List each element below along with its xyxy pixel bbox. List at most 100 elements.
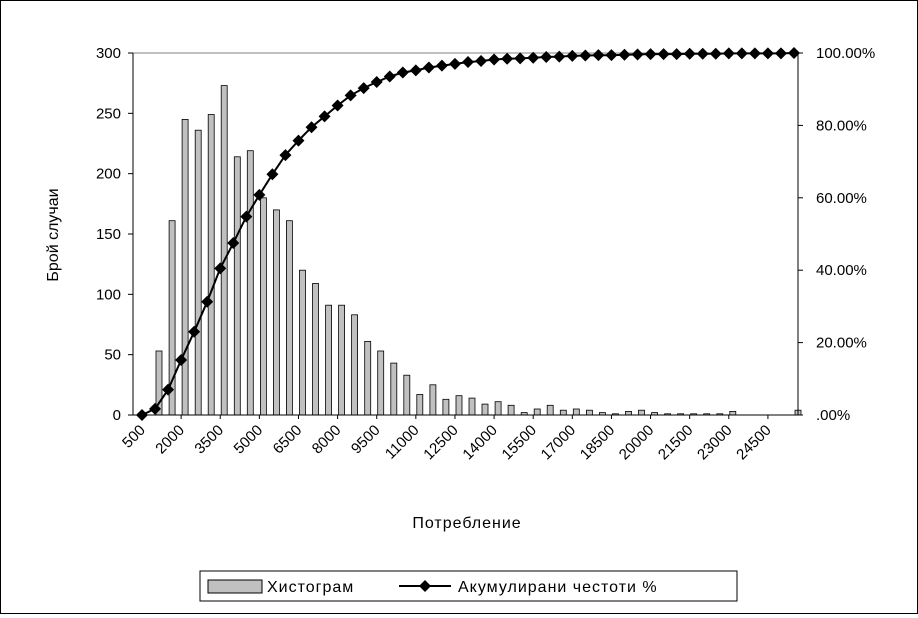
cumulative-point: [279, 149, 292, 162]
x-tick-label: 12500: [420, 422, 462, 464]
cumulative-point: [618, 48, 631, 61]
histogram-bar: [729, 410, 737, 416]
cumulative-point: [396, 66, 409, 79]
x-tick-label: 23000: [694, 422, 736, 464]
cumulative-point: [709, 47, 722, 60]
cumulative-point: [448, 57, 461, 70]
legend-box: [199, 570, 738, 602]
histogram-bar: [325, 304, 333, 416]
y-tick-label: 200: [96, 166, 121, 183]
cumulative-point: [201, 295, 214, 308]
x-tick-label: 2000: [152, 422, 188, 458]
cumulative-point: [149, 402, 162, 415]
cumulative-point: [514, 52, 527, 65]
legend-cumulative-label: Акумулирани честоти %: [458, 579, 658, 596]
histogram-bar: [494, 401, 502, 416]
cumulative-point: [422, 61, 435, 74]
histogram-bar: [507, 404, 515, 416]
histogram-bar: [586, 409, 593, 416]
x-tick-label: 15500: [499, 422, 541, 464]
y-tick-label: 250: [96, 105, 121, 122]
x-tick-label: 6500: [270, 422, 306, 458]
x-tick-label: 14000: [459, 422, 501, 464]
histogram-bar: [285, 220, 293, 416]
cumulative-point: [501, 52, 514, 65]
y-tick-label: 50: [104, 347, 121, 364]
x-tick-label: 9500: [348, 422, 384, 458]
legend-diamond-marker: [419, 580, 431, 592]
histogram-bar: [233, 156, 241, 416]
cumulative-point: [435, 59, 448, 72]
cumulative-point: [227, 237, 240, 250]
cumulative-point: [527, 51, 540, 64]
cumulative-point: [344, 89, 357, 102]
cumulative-point: [175, 353, 188, 366]
y2-tick-label: .00%: [816, 407, 850, 424]
x-tick-label: 5000: [231, 422, 267, 458]
cumulative-point: [553, 50, 566, 63]
cumulative-line: [136, 47, 800, 421]
cumulative-point: [188, 325, 201, 338]
legend-histogram-label: Хистограм: [267, 579, 354, 596]
cumulative-point: [383, 70, 396, 83]
histogram-bar: [481, 403, 489, 416]
x-tick-label: 500: [119, 422, 149, 452]
x-tick-label: 20000: [616, 422, 658, 464]
x-tick-label: 18500: [577, 422, 619, 464]
cumulative-point: [331, 99, 344, 112]
y-tick-label: 0: [113, 407, 121, 424]
x-tick-label: 8000: [309, 422, 345, 458]
cumulative-point: [266, 168, 279, 181]
cumulative-point: [488, 53, 501, 66]
cumulative-point: [722, 47, 735, 60]
histogram-bar: [559, 409, 567, 416]
cumulative-point: [657, 48, 670, 61]
histogram-bar: [533, 408, 541, 416]
x-tick-label: 3500: [191, 422, 227, 458]
cumulative-point: [605, 49, 618, 62]
cumulative-point: [735, 47, 748, 60]
histogram-bar: [377, 350, 385, 416]
cumulative-point: [683, 47, 696, 60]
histogram-bar: [259, 197, 267, 416]
histogram-bar: [625, 410, 632, 416]
cumulative-point: [748, 47, 761, 60]
histogram-bar: [181, 119, 189, 416]
cumulative-point: [579, 49, 592, 62]
x-tick-label: 11000: [382, 422, 423, 463]
y-tick-label: 150: [96, 226, 121, 243]
cumulative-point: [670, 48, 683, 61]
histogram-bar: [351, 314, 359, 416]
cumulative-point: [162, 383, 175, 396]
histogram-bar: [403, 374, 411, 416]
cumulative-point: [305, 121, 318, 134]
cumulative-point: [318, 110, 331, 123]
x-tick-label: 21500: [655, 422, 697, 464]
y2-tick-label: 100.00%: [816, 45, 875, 62]
cumulative-point: [644, 48, 657, 61]
cumulative-point: [788, 47, 800, 59]
cumulative-point: [240, 210, 253, 223]
histogram-bar: [638, 409, 645, 416]
cumulative-point: [774, 47, 787, 60]
histogram-bar: [299, 269, 306, 416]
histogram-bar: [572, 408, 580, 416]
histogram-bar: [312, 283, 319, 416]
x-tick-label: 24500: [733, 422, 775, 464]
histogram-bar: [455, 395, 463, 416]
legend: Хистограм Акумулирани честоти %: [199, 570, 738, 602]
cumulative-point: [357, 82, 370, 95]
cumulative-point: [462, 56, 474, 69]
cumulative-point: [214, 262, 227, 275]
histogram-bar: [468, 397, 476, 416]
x-axis-title: Потребление: [412, 515, 521, 532]
histogram-bar: [416, 394, 424, 416]
cumulative-point: [292, 134, 305, 147]
cumulative-point: [540, 50, 553, 63]
y2-tick-label: 40.00%: [816, 262, 867, 279]
y2-tick-label: 60.00%: [816, 190, 867, 207]
histogram-bar: [207, 114, 215, 416]
histogram-bar: [272, 209, 280, 416]
